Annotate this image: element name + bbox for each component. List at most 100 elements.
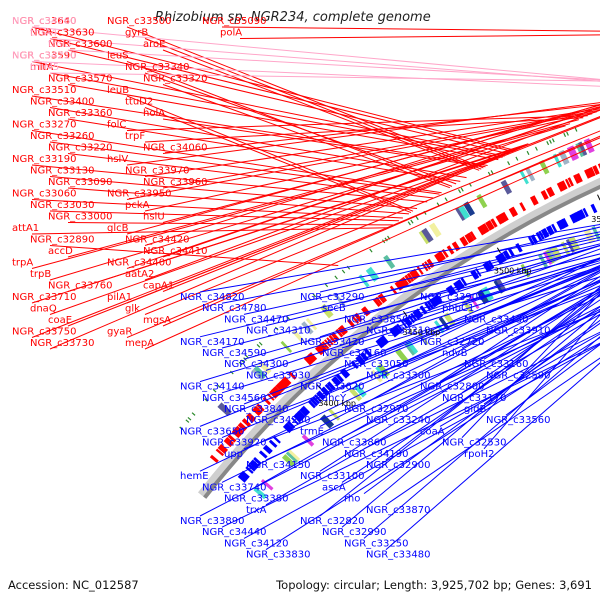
forward-gene-label: NGR_c33950 (107, 189, 172, 200)
gc-marker (212, 388, 217, 393)
annotation-block (406, 340, 419, 354)
reverse-gene (286, 420, 296, 429)
reverse-gene-label: NGR_c33050 (344, 359, 409, 370)
gc-marker (312, 293, 317, 298)
gc-marker (563, 132, 567, 138)
reverse-gene (582, 207, 589, 218)
leader-line (144, 117, 584, 143)
leader-line (239, 34, 600, 39)
leader-line (162, 117, 600, 292)
forward-gene (288, 371, 297, 380)
reverse-gene-label: secB (322, 303, 346, 314)
reverse-gene-label: NGR_c34780 (202, 303, 267, 314)
leader-line (221, 253, 600, 349)
reverse-gene (322, 386, 331, 395)
backbone-shadow (197, 177, 600, 498)
leader-line (319, 245, 600, 338)
leader-line (31, 95, 488, 167)
forward-gene-label: NGR_c33190 (12, 154, 77, 165)
leader-line (126, 106, 600, 269)
rna-gene-label: trnA4 (30, 28, 57, 39)
forward-gene-label: NGR_c33960 (143, 177, 208, 188)
reverse-gene (301, 405, 311, 415)
leader-line (31, 61, 600, 87)
annotation-block (537, 253, 548, 268)
forward-gene-label: holA (143, 108, 165, 119)
gc-marker (546, 141, 550, 146)
forward-gene (592, 165, 600, 175)
reverse-gene-label: NGR_c34440 (202, 527, 267, 538)
leader-line (49, 72, 600, 82)
reverse-gene (297, 410, 306, 419)
forward-gene (363, 306, 371, 315)
annotation-block (463, 201, 476, 217)
reverse-gene-label: NGR_c32590 (486, 370, 551, 381)
forward-gene (262, 396, 272, 406)
reverse-gene-label: ascA (322, 482, 346, 493)
reverse-gene-label: NGR_c34160 (322, 348, 387, 359)
forward-gene-label: NGR_c33360 (48, 108, 113, 119)
forward-gene (328, 334, 337, 344)
leader-line (483, 264, 600, 315)
forward-gene-label: NGR_c33090 (48, 177, 113, 188)
reverse-gene-label: NGR_c34820 (180, 292, 245, 303)
reverse-gene-label: NGR_c33250 (344, 538, 409, 549)
forward-gene (584, 169, 591, 179)
forward-gene (573, 174, 580, 184)
reverse-gene-label: NGR_c33870 (366, 505, 431, 516)
gc-marker (566, 131, 569, 136)
forward-gene-label: NGR_c33510 (12, 85, 77, 96)
gc-marker (334, 275, 338, 280)
forward-gene-label: NGR_c34400 (107, 258, 172, 269)
leader-line (162, 104, 600, 154)
leader-line (243, 236, 600, 315)
forward-gene (227, 434, 237, 443)
reverse-gene-label: NGR_c33560 (486, 415, 551, 426)
reverse-gene (548, 225, 555, 235)
forward-gene (215, 448, 225, 457)
annotation-block (305, 317, 318, 331)
leader-line (243, 257, 600, 360)
reverse-gene-label: NGR_c33170 (442, 393, 507, 404)
leader-line (439, 245, 600, 293)
forward-gene-label: NGR_c33570 (48, 74, 113, 85)
annotation-block (552, 153, 562, 168)
forward-gene (441, 248, 449, 258)
gc-marker (444, 197, 448, 202)
forward-gene-label: NGR_c33400 (30, 97, 95, 108)
reverse-gene-label: NGR_c34470 (224, 314, 289, 325)
forward-gene-label: ttuD2 (125, 97, 153, 108)
reverse-gene (335, 373, 345, 383)
reverse-gene (324, 383, 333, 393)
gc-marker (179, 426, 184, 431)
forward-gene-label: NGR_c33970 (125, 166, 190, 177)
reverse-gene-label: trmE (300, 426, 324, 437)
annotation-block (217, 402, 232, 417)
forward-gene (451, 241, 461, 252)
reverse-gene-label: NGR_c32530 (442, 438, 507, 449)
annotation-block (260, 478, 274, 491)
forward-gene-label: hslV (107, 154, 128, 165)
leader-line (49, 146, 523, 350)
forward-gene-label: gyrB (125, 28, 148, 39)
reverse-gene (502, 249, 511, 260)
forward-gene (266, 393, 275, 401)
forward-gene-label: pilA1 (107, 292, 132, 303)
leader-line (162, 135, 600, 327)
forward-gene-label: NGR_c33760 (48, 281, 113, 292)
leader-line (31, 145, 525, 304)
gc-marker (468, 182, 472, 187)
reverse-gene-label: NGR_c33480 (366, 550, 431, 561)
forward-gene (464, 233, 473, 244)
gc-marker (457, 189, 462, 194)
gc-marker (515, 156, 519, 161)
forward-gene (399, 277, 408, 288)
rna-gene-label: NGR_c34210 (12, 51, 77, 62)
reverse-gene-label: NGR_c34120 (224, 538, 289, 549)
reverse-gene (530, 234, 539, 244)
leader-line (341, 233, 600, 304)
forward-gene (346, 318, 356, 328)
reverse-gene (407, 314, 416, 324)
reverse-gene-label: NGR_c33210 (366, 326, 431, 337)
